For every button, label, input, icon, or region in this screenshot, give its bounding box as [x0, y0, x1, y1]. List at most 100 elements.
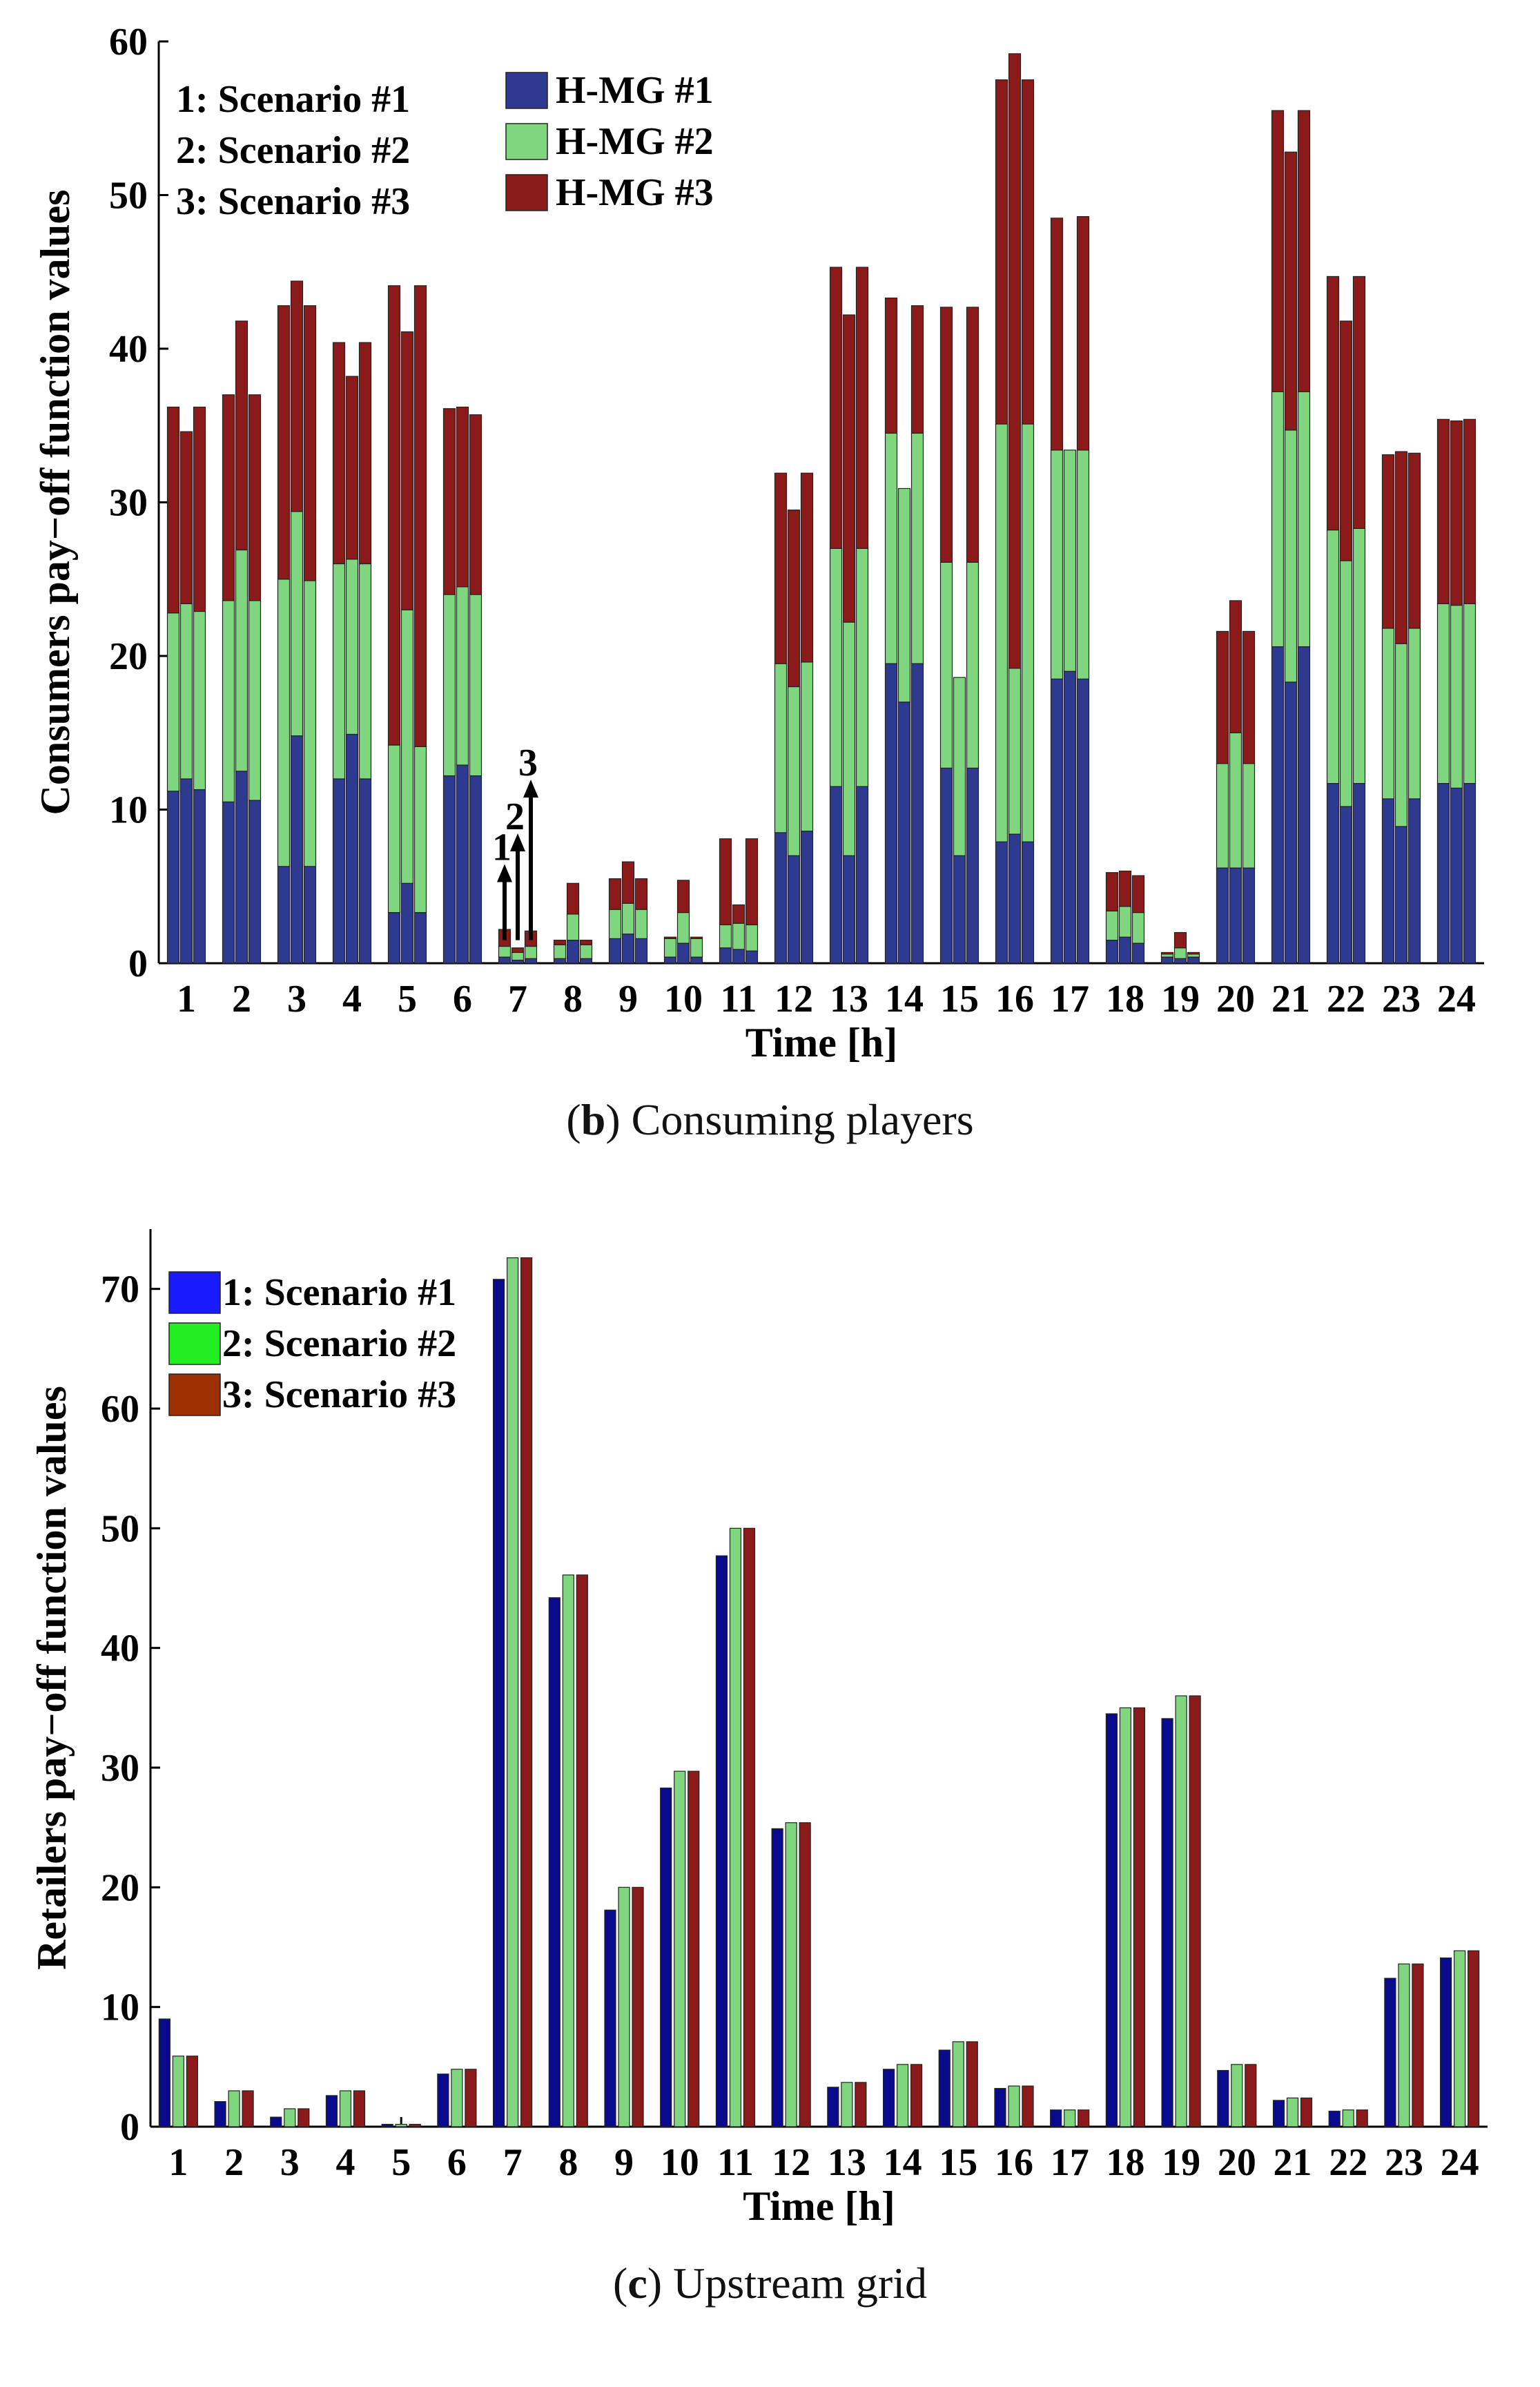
bar-segment-hmg2 — [690, 938, 703, 958]
legend-swatch — [505, 72, 548, 109]
bar-segment-hmg3 — [277, 305, 291, 580]
x-tick-label: 11 — [717, 2141, 754, 2184]
scenario-legend-item: 1: Scenario #1 — [176, 78, 410, 121]
bar-scenario-1 — [548, 1597, 561, 2127]
bar-scenario-2 — [228, 2090, 240, 2127]
bar-segment-hmg1 — [939, 767, 953, 964]
bar-segment-hmg1 — [511, 959, 525, 964]
y-tick-label: 20 — [101, 1866, 139, 1909]
x-tick-label: 5 — [398, 978, 417, 1021]
bar-segment-hmg2 — [719, 924, 732, 949]
bar-segment-hmg2 — [235, 549, 248, 772]
bar-segment-hmg2 — [897, 487, 911, 703]
bar-segment-hmg3 — [579, 940, 593, 945]
x-tick-label: 24 — [1437, 978, 1476, 1021]
bar-segment-hmg2 — [634, 909, 648, 940]
bar-segment-hmg1 — [469, 775, 483, 964]
y-tick-label: 30 — [109, 482, 148, 525]
bar-segment-hmg3 — [456, 406, 469, 588]
bar-segment-hmg1 — [690, 956, 703, 964]
bar-segment-hmg3 — [1450, 420, 1463, 606]
y-tick-label: 50 — [109, 175, 148, 218]
bar-segment-hmg3 — [1463, 418, 1476, 604]
bar-segment-hmg2 — [855, 548, 869, 787]
bar-scenario-2 — [562, 1574, 574, 2127]
bar-segment-hmg1 — [358, 778, 372, 964]
caption-c-text: Upstream grid — [673, 2259, 927, 2308]
bar-segment-hmg3 — [332, 342, 346, 565]
bar-segment-hmg2 — [732, 922, 745, 950]
x-tick-label: 6 — [453, 978, 472, 1021]
bar-scenario-3 — [1468, 1950, 1480, 2127]
bar-segment-hmg1 — [1173, 958, 1187, 964]
bar-segment-hmg1 — [953, 855, 966, 964]
x-tick-label: 21 — [1271, 978, 1310, 1021]
bar-segment-hmg3 — [222, 394, 235, 601]
bar-scenario-3 — [409, 2123, 421, 2127]
legend-swatch — [168, 1322, 221, 1365]
scenario-arrow-label: 1 — [492, 827, 511, 869]
bar-segment-hmg1 — [248, 800, 262, 964]
bar-scenario-1 — [604, 1909, 616, 2127]
bar-scenario-2 — [1342, 2109, 1354, 2127]
x-tick-label: 8 — [558, 2141, 578, 2184]
bar-segment-hmg2 — [553, 944, 567, 959]
x-tick-label: 7 — [508, 978, 527, 1021]
bar-segment-hmg2 — [1050, 450, 1064, 679]
bar-segment-hmg2 — [179, 603, 193, 780]
y-tick-label: 60 — [101, 1388, 139, 1431]
bar-segment-hmg1 — [634, 938, 648, 964]
bar-segment-hmg3 — [1229, 600, 1242, 733]
x-tick-label: 11 — [721, 978, 757, 1021]
bar-segment-hmg3 — [1407, 452, 1421, 629]
caption-b-letter: b — [581, 1095, 606, 1144]
bar-segment-hmg1 — [1131, 943, 1145, 964]
bar-segment-hmg3 — [1076, 216, 1090, 451]
bar-segment-hmg3 — [1326, 276, 1340, 531]
bar-scenario-3 — [743, 1527, 756, 2127]
bar-segment-hmg1 — [524, 958, 538, 964]
bar-segment-hmg3 — [511, 947, 525, 954]
bar-segment-hmg2 — [1463, 603, 1476, 784]
bar-scenario-2 — [1008, 2085, 1020, 2127]
bar-scenario-3 — [353, 2090, 366, 2127]
bar-scenario-3 — [242, 2090, 254, 2127]
bar-scenario-2 — [1119, 1707, 1131, 2127]
bar-scenario-1 — [938, 2049, 951, 2127]
bar-segment-hmg2 — [1131, 911, 1145, 944]
bar-scenario-2 — [674, 1770, 686, 2127]
legend-label: 2: Scenario #2 — [222, 1322, 456, 1365]
bar-segment-hmg2 — [166, 612, 180, 792]
y-tick-label: 0 — [128, 943, 148, 985]
bar-segment-hmg2 — [566, 914, 580, 941]
scenario-legend-item: 3: Scenario #3 — [176, 180, 410, 223]
x-tick-label: 4 — [342, 978, 362, 1021]
bar-segment-hmg3 — [193, 406, 206, 612]
y-tick-label: 70 — [101, 1268, 139, 1311]
bar-segment-hmg3 — [1021, 79, 1035, 425]
bar-segment-hmg2 — [1021, 423, 1035, 842]
bar-scenario-1 — [381, 2123, 393, 2127]
bar-segment-hmg3 — [621, 861, 635, 904]
bar-scenario-2 — [785, 1822, 797, 2127]
bar-segment-hmg1 — [1229, 867, 1242, 964]
x-tick-label: 3 — [280, 2141, 300, 2184]
bar-segment-hmg1 — [676, 943, 690, 964]
bar-scenario-3 — [1022, 2085, 1034, 2127]
bar-segment-hmg3 — [829, 267, 843, 549]
caption-b-text: Consuming players — [631, 1095, 974, 1144]
bar-segment-hmg1 — [1242, 867, 1256, 964]
bar-segment-hmg2 — [774, 663, 788, 833]
bar-segment-hmg1 — [1326, 783, 1340, 964]
bar-segment-hmg2 — [842, 621, 856, 856]
bar-scenario-3 — [1133, 1707, 1145, 2127]
bar-segment-hmg1 — [842, 855, 856, 964]
bar-scenario-2 — [507, 1257, 519, 2127]
bar-segment-hmg3 — [166, 406, 180, 614]
scenario-legend-item: 2: Scenario #2 — [176, 129, 410, 172]
bar-scenario-3 — [1245, 2064, 1257, 2127]
bar-segment-hmg3 — [1352, 276, 1366, 529]
bar-segment-hmg3 — [1008, 53, 1022, 669]
bar-segment-hmg1 — [179, 778, 193, 964]
bar-segment-hmg1 — [1394, 826, 1408, 964]
